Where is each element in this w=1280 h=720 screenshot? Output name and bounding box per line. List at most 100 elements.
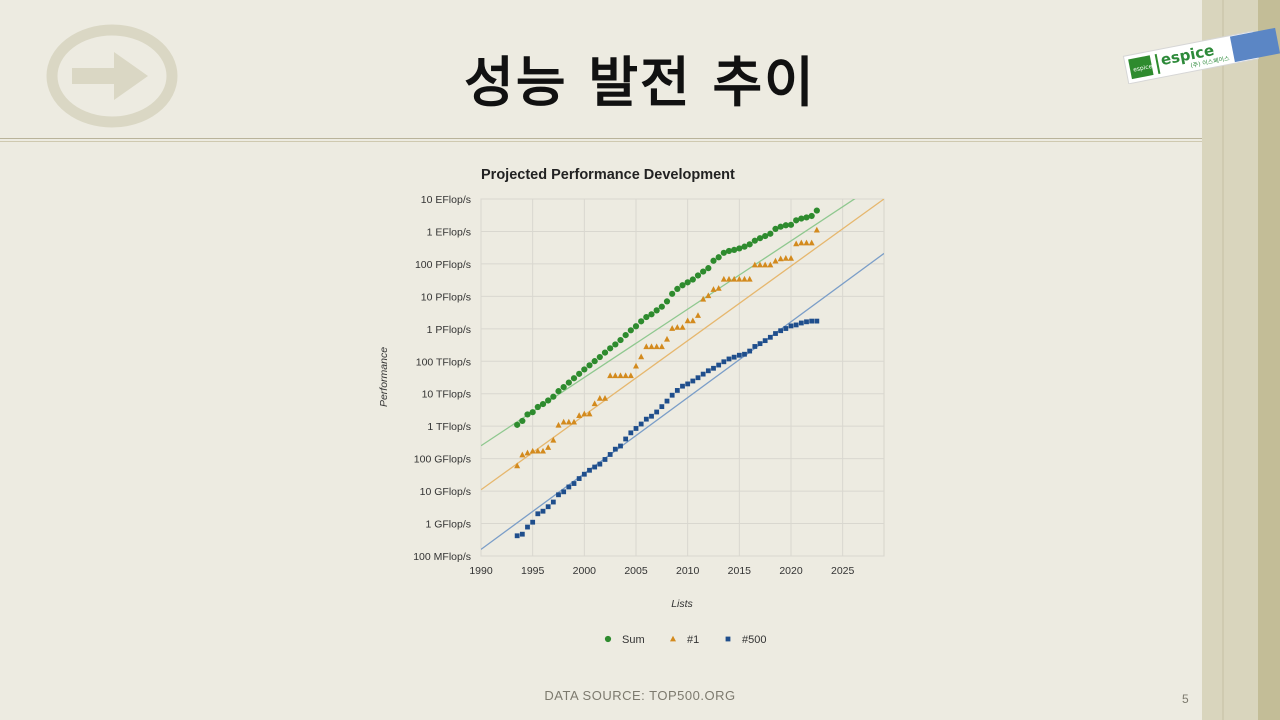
chart-grid: [480, 198, 885, 557]
data-point-circle: [684, 279, 691, 286]
y-axis-label: Performance: [378, 347, 390, 407]
data-point-square: [571, 481, 577, 486]
legend-square-icon: [725, 636, 731, 642]
data-point-circle: [576, 370, 583, 377]
side-band-inner: [1258, 0, 1280, 720]
data-point-triangle: [643, 343, 650, 350]
brand-logo: espice espice (주) 이스페이스: [1122, 27, 1280, 84]
data-point-triangle: [524, 449, 531, 456]
data-point-square: [685, 381, 691, 387]
data-point-circle: [539, 400, 547, 408]
data-point-triangle: [679, 324, 686, 330]
data-point-circle: [793, 217, 800, 224]
data-point-circle: [638, 318, 645, 325]
data-point-square: [804, 319, 809, 325]
data-point-circle: [767, 230, 774, 237]
data-point-triangle: [565, 418, 572, 425]
data-point-circle: [524, 411, 531, 418]
data-point-circle: [731, 246, 738, 254]
x-tick-label: 2005: [624, 565, 648, 577]
data-point-square: [618, 443, 623, 449]
data-point-circle: [514, 421, 521, 428]
data-point-triangle: [658, 343, 665, 350]
data-point-square: [623, 436, 629, 442]
data-point-triangle: [648, 343, 655, 350]
data-point-circle: [545, 397, 552, 404]
data-point-square: [757, 341, 763, 347]
data-point-triangle: [710, 286, 717, 292]
data-point-square: [576, 476, 582, 481]
data-point-square: [783, 326, 789, 331]
data-point-triangle: [581, 410, 588, 417]
page-number: 5: [1182, 692, 1189, 706]
data-point-circle: [560, 384, 567, 391]
data-point-circle: [570, 375, 578, 382]
data-point-square: [654, 409, 660, 415]
data-point-circle: [751, 237, 758, 244]
data-point-square: [721, 359, 727, 365]
data-point-triangle: [617, 372, 624, 379]
data-point-circle: [725, 247, 733, 255]
data-point-circle: [586, 362, 593, 369]
data-point-circle: [720, 249, 727, 256]
data-point-square: [514, 533, 520, 539]
data-point-triangle: [653, 343, 660, 350]
y-tick-label: 10 EFlop/s: [421, 194, 471, 206]
data-point-triangle: [627, 372, 634, 379]
x-tick-label: 2015: [728, 565, 752, 577]
data-point-circle: [617, 336, 624, 344]
data-point-triangle: [638, 353, 645, 360]
data-point-square: [545, 504, 551, 510]
data-point-square: [788, 323, 794, 329]
data-point-square: [592, 464, 598, 470]
data-point-circle: [519, 417, 526, 425]
y-tick-label: 10 TFlop/s: [422, 389, 471, 401]
data-point-circle: [694, 272, 702, 279]
header-rule-secondary: [0, 141, 1202, 142]
data-point-circle: [565, 379, 572, 386]
data-point-square: [566, 484, 572, 490]
data-point-triangle: [777, 255, 784, 262]
y-tick-label: 10 GFlop/s: [420, 486, 471, 498]
data-point-square: [587, 467, 592, 473]
y-tick-label: 1 PFlop/s: [427, 324, 471, 336]
data-point-triangle: [545, 444, 552, 450]
x-tick-label: 1990: [469, 565, 493, 577]
data-point-square: [809, 318, 815, 324]
data-point-square: [669, 392, 675, 398]
data-point-circle: [803, 214, 810, 221]
data-point-square: [659, 404, 665, 410]
data-point-triangle: [612, 372, 619, 379]
data-point-triangle: [576, 412, 583, 418]
y-tick-label: 1 TFlop/s: [427, 421, 471, 433]
data-point-circle: [550, 393, 557, 400]
data-point-circle: [622, 332, 629, 339]
data-point-square: [602, 457, 608, 462]
data-point-square: [700, 371, 706, 377]
data-point-square: [638, 421, 644, 427]
x-tick-label: 2000: [573, 565, 597, 577]
data-point-square: [814, 318, 820, 324]
data-point-square: [519, 531, 525, 537]
series-no500: [514, 318, 820, 539]
data-point-triangle: [808, 239, 815, 246]
data-point-triangle: [633, 362, 639, 369]
data-point-circle: [601, 349, 609, 356]
data-point-circle: [591, 358, 598, 365]
data-point-triangle: [689, 317, 696, 324]
data-point-triangle: [741, 275, 748, 282]
x-tick-label: 2025: [831, 565, 855, 577]
y-tick-label: 100 MFlop/s: [413, 551, 471, 563]
data-point-triangle: [571, 418, 577, 425]
y-tick-label: 1 GFlop/s: [425, 519, 471, 531]
data-point-triangle: [514, 462, 521, 469]
data-point-square: [643, 416, 649, 422]
data-point-circle: [787, 221, 795, 228]
legend-label: Sum: [622, 634, 645, 646]
data-point-square: [731, 354, 737, 360]
header-rule: [0, 138, 1202, 139]
data-point-circle: [808, 212, 815, 220]
data-point-triangle: [813, 226, 820, 233]
data-point-triangle: [664, 335, 670, 342]
data-point-triangle: [788, 255, 794, 261]
